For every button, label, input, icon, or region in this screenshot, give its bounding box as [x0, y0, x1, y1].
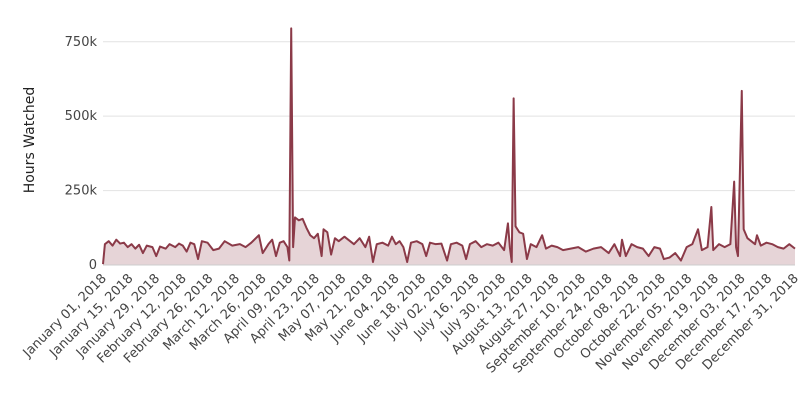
- y-tick-label: 250k: [65, 184, 98, 199]
- y-tick-label: 0: [89, 258, 97, 273]
- gridlines: [103, 41, 795, 192]
- y-tick-label: 500k: [65, 109, 98, 124]
- series-area: [103, 28, 795, 266]
- series-group: [102, 27, 796, 266]
- y-tick-label: 750k: [65, 35, 98, 50]
- series-line: [102, 27, 796, 265]
- y-axis-tick-labels: 0 250k 500k 750k: [65, 35, 98, 273]
- y-axis-title: Hours Watched: [22, 87, 38, 194]
